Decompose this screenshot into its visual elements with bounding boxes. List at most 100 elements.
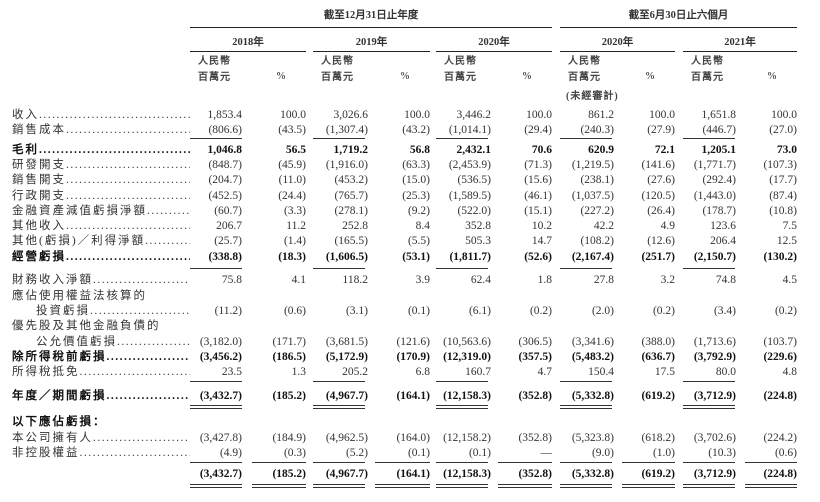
- percent-cell: 3.2: [660, 274, 675, 286]
- amount-cell: (60.7): [214, 205, 242, 217]
- percent-cell: (15.0): [402, 174, 430, 186]
- percent-cell: (352.8): [518, 390, 552, 402]
- percent-cell: (63.3): [402, 159, 430, 171]
- row-label-text: 研發開支: [12, 159, 66, 171]
- amount-cell: 150.4: [588, 366, 614, 378]
- underline: [436, 462, 488, 463]
- amount-cell: (165.5): [334, 235, 368, 247]
- amount-cell: (11.2): [214, 305, 242, 317]
- row-label-text: 經營虧損: [12, 251, 66, 263]
- percent-label: %: [276, 71, 286, 82]
- underline: [683, 462, 735, 463]
- amount-cell: 75.8: [221, 274, 242, 286]
- underline: [622, 462, 675, 463]
- underline: [436, 268, 488, 269]
- amount-cell: 252.8: [342, 220, 368, 232]
- divider: [190, 27, 552, 28]
- amount-cell: 206.7: [216, 220, 242, 232]
- underline: [683, 268, 735, 269]
- percent-cell: (141.6): [641, 159, 675, 171]
- percent-cell: (27.6): [647, 174, 675, 186]
- percent-cell: (619.2): [641, 468, 675, 480]
- double-underline: [375, 484, 430, 488]
- percent-label: %: [645, 71, 655, 82]
- amount-cell: 27.8: [593, 274, 614, 286]
- amount-cell: (12,158.2): [443, 432, 491, 444]
- percent-cell: (52.6): [524, 251, 552, 263]
- row-label-text: 金融資產減值虧損淨額: [12, 205, 147, 217]
- percent-cell: 56.5: [285, 144, 306, 156]
- row-label: 銷售開支....................................…: [12, 174, 190, 186]
- percent-cell: (185.2): [272, 468, 306, 480]
- row-label: 金融資產減值虧損淨額..............................…: [12, 205, 190, 217]
- row-label: 銷售成本....................................…: [12, 124, 190, 136]
- amount-cell: (108.2): [580, 235, 614, 247]
- amount-cell: 160.7: [465, 366, 491, 378]
- amount-cell: 3,446.2: [456, 109, 492, 121]
- percent-cell: (0.6): [774, 447, 797, 459]
- row-label: 其他(虧損)／利得淨額.............................…: [12, 235, 190, 247]
- percent-cell: 70.6: [531, 144, 552, 156]
- amount-cell: (12,158.3): [443, 468, 491, 480]
- percent-cell: (0.1): [407, 305, 430, 317]
- row-label: 經營虧損....................................…: [12, 251, 190, 263]
- percent-cell: 56.8: [409, 144, 430, 156]
- unit-label: 人民幣: [198, 56, 231, 67]
- percent-cell: (43.2): [402, 124, 430, 136]
- row-label: 財務收入淨額..................................…: [12, 274, 190, 286]
- underline: [190, 268, 242, 269]
- row-label-text: 所得稅抵免: [12, 366, 80, 378]
- unit-label: 百萬元: [321, 72, 354, 83]
- amount-cell: (5,483.2): [571, 351, 614, 363]
- column-year: 2019年: [355, 37, 388, 48]
- amount-cell: (2,453.9): [448, 159, 491, 171]
- double-underline: [313, 405, 365, 409]
- row-label-text: 公允價值虧損: [36, 336, 117, 348]
- row-label-text: 除所得稅前虧損: [12, 351, 107, 363]
- percent-cell: (1.4): [283, 235, 306, 247]
- amount-cell: (6.1): [468, 305, 491, 317]
- double-underline: [560, 405, 612, 409]
- percent-cell: (0.1): [407, 447, 430, 459]
- double-underline: [683, 405, 735, 409]
- row-label: 以下應佔虧損：: [12, 414, 190, 430]
- percent-cell: 8.4: [415, 220, 430, 232]
- amount-cell: (1,606.5): [325, 251, 368, 263]
- amount-cell: (1,037.5): [571, 190, 614, 202]
- amount-cell: 74.8: [715, 274, 736, 286]
- amount-cell: (3,341.6): [571, 336, 614, 348]
- double-underline: [622, 484, 675, 488]
- row-label: 優先股及其他金融負債的: [12, 318, 190, 334]
- percent-cell: (71.3): [524, 159, 552, 171]
- underline: [190, 462, 242, 463]
- percent-cell: —: [540, 447, 553, 459]
- amount-cell: 62.4: [470, 274, 491, 286]
- percent-cell: (87.4): [769, 190, 797, 202]
- percent-cell: (27.0): [769, 124, 797, 136]
- percent-cell: 12.5: [776, 235, 797, 247]
- amount-cell: (178.7): [702, 205, 736, 217]
- amount-cell: (5,332.8): [571, 390, 614, 402]
- percent-cell: 11.2: [286, 220, 306, 232]
- percent-cell: (29.4): [524, 124, 552, 136]
- amount-cell: (3,681.5): [325, 336, 368, 348]
- amount-cell: 352.8: [465, 220, 491, 232]
- row-label: 投資虧損....................................…: [36, 305, 190, 317]
- amount-cell: (3,432.7): [199, 468, 242, 480]
- double-underline: [190, 405, 242, 409]
- percent-label: %: [767, 71, 777, 82]
- amount-cell: (338.8): [208, 251, 242, 263]
- unaudited-note: (未經審計): [566, 91, 619, 102]
- percent-cell: (229.6): [763, 351, 797, 363]
- underline: [498, 462, 552, 463]
- unit-label: 人民幣: [568, 56, 601, 67]
- percent-cell: (0.3): [283, 447, 306, 459]
- amount-cell: (10.3): [708, 447, 736, 459]
- percent-cell: 4.7: [537, 366, 552, 378]
- percent-cell: (120.5): [641, 190, 675, 202]
- percent-cell: (43.5): [278, 124, 306, 136]
- percent-cell: (186.5): [272, 351, 306, 363]
- percent-cell: (18.3): [278, 251, 306, 263]
- amount-cell: (1,219.5): [571, 159, 614, 171]
- percent-cell: (251.7): [641, 251, 675, 263]
